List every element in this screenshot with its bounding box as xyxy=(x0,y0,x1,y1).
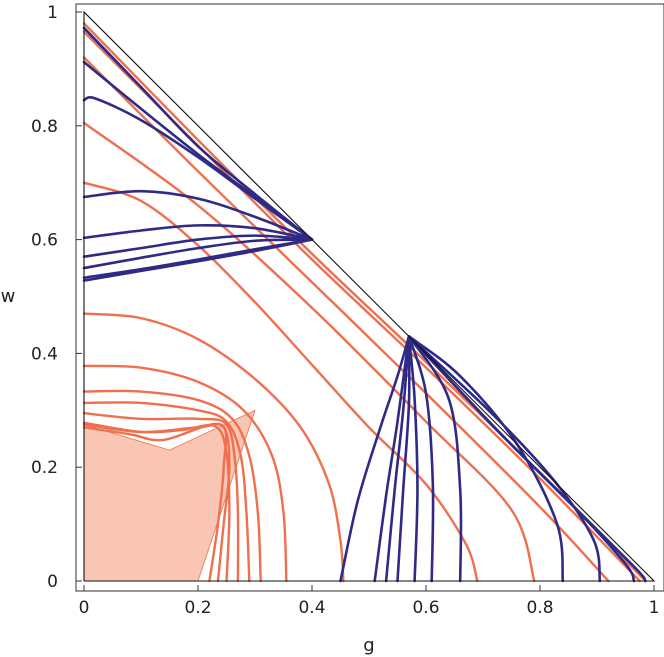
orange-curve-9 xyxy=(82,401,251,583)
orange-curve-4 xyxy=(82,121,536,583)
blue-curve-15 xyxy=(407,335,435,583)
blue-curve-6 xyxy=(82,234,314,258)
orange-curve-13 xyxy=(82,422,228,583)
blue-curve-12 xyxy=(384,335,411,583)
y-tick-label: 0 xyxy=(47,572,58,592)
y-tick-label: 0.8 xyxy=(31,117,58,137)
y-tick-label: 0.2 xyxy=(31,458,58,478)
orange-curve-5 xyxy=(82,181,479,583)
boundary-triangle xyxy=(83,10,656,582)
blue-curve-4 xyxy=(82,189,314,241)
x-tick-label: 0.4 xyxy=(298,598,325,618)
x-tick-label: 0 xyxy=(79,598,90,618)
x-tick-label: 0.6 xyxy=(412,598,439,618)
y-tick-label: 1 xyxy=(47,3,58,23)
blue-curve-2 xyxy=(82,60,314,241)
blue-curve-14 xyxy=(407,335,419,583)
orange-curve-8 xyxy=(82,389,262,583)
axes-layer: 0 0.2 0.4 0.6 0.8 1 0 0.2 0.4 0.6 0.8 1 xyxy=(31,3,664,618)
x-tick-label: 0.8 xyxy=(526,598,553,618)
blue-curve-10 xyxy=(339,335,411,583)
plot-frame xyxy=(75,3,664,592)
blue-curve-18 xyxy=(407,335,602,583)
x-axis-label: g xyxy=(363,635,374,656)
blue-curve-7 xyxy=(82,238,314,270)
blue-curve-16 xyxy=(407,335,463,583)
x-tick-label: 1 xyxy=(649,598,660,618)
blue-curve-1 xyxy=(82,26,314,241)
blue-curve-13 xyxy=(396,335,411,583)
orange-curve-6 xyxy=(82,312,345,583)
blue-curves-layer xyxy=(82,26,647,583)
blue-curve-3 xyxy=(82,96,314,241)
blue-curve-5 xyxy=(82,223,314,241)
orange-curve-3 xyxy=(82,56,610,583)
orange-curve-10 xyxy=(82,411,240,583)
blue-curve-11 xyxy=(373,335,411,583)
y-axis-label: w xyxy=(1,286,16,307)
y-tick-label: 0.6 xyxy=(31,231,58,251)
orange-curve-7 xyxy=(82,364,288,583)
blue-curve-9 xyxy=(82,238,314,282)
boundary-layer xyxy=(83,10,656,582)
x-tick-label: 0.2 xyxy=(184,598,211,618)
y-tick-label: 0.4 xyxy=(31,344,58,364)
blue-curve-20 xyxy=(407,335,647,583)
